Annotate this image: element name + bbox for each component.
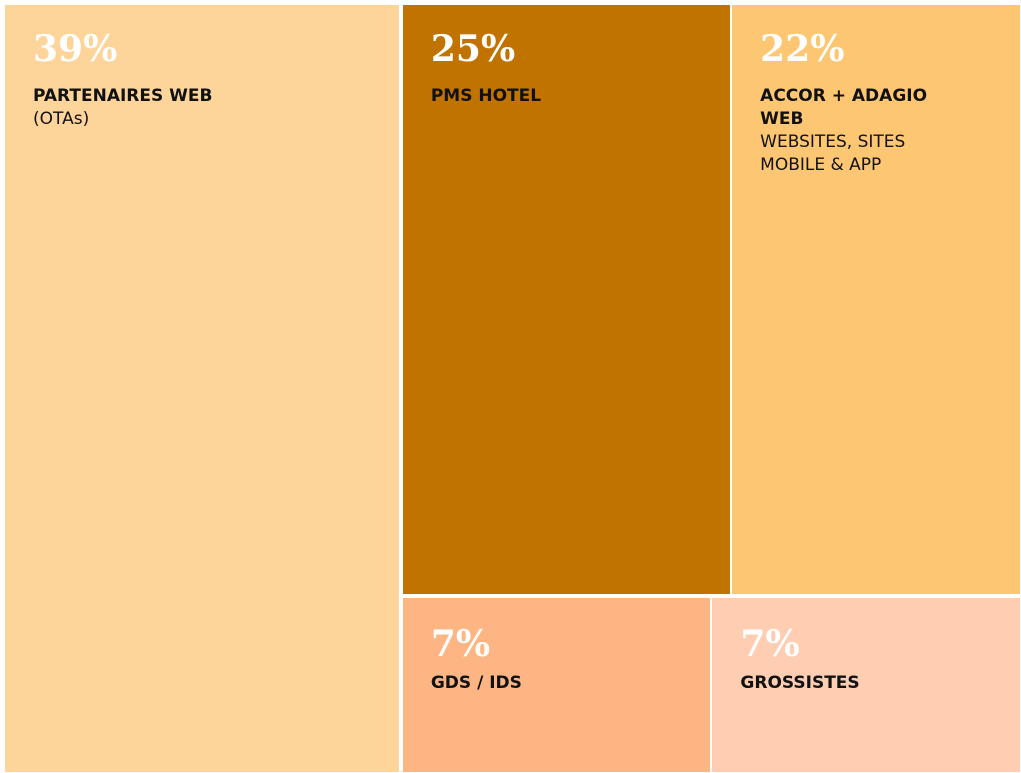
tile-description: (OTAs)	[33, 109, 90, 129]
tile-name: ACCOR + ADAGIO WEB	[760, 86, 928, 129]
tile: 25% PMS HOTEL	[402, 5, 731, 594]
tile: 22% ACCOR + ADAGIO WEB WEBSITES, SITES MOB…	[732, 5, 1020, 594]
tile-label: GDS / IDS	[431, 672, 631, 695]
tile: 39% PARTENAIRES WEB (OTAs)	[5, 5, 399, 772]
tile-label: ACCOR + ADAGIO WEB WEBSITES, SITES MOBILE…	[760, 85, 945, 177]
tile-label: GROSSISTES	[740, 672, 940, 695]
tile-description: WEBSITES, SITES MOBILE & APP	[760, 132, 906, 175]
value-label: 22%	[760, 28, 845, 70]
tile-name: PMS HOTEL	[430, 86, 542, 106]
tile-name: GDS / IDS	[430, 672, 522, 693]
tile-name: GROSSISTES	[740, 672, 860, 693]
tile: 7% GROSSISTES	[712, 597, 1020, 772]
tile: 7% GDS / IDS	[402, 597, 711, 772]
tile-label: PMS HOTEL	[431, 85, 631, 108]
value-label: 7%	[430, 622, 491, 665]
value-label: 25%	[430, 28, 516, 70]
tile-name: PARTENAIRES WEB	[33, 86, 213, 106]
tile-label: PARTENAIRES WEB (OTAs)	[33, 85, 233, 131]
value-label: 39%	[33, 28, 118, 70]
value-label: 7%	[740, 622, 800, 665]
